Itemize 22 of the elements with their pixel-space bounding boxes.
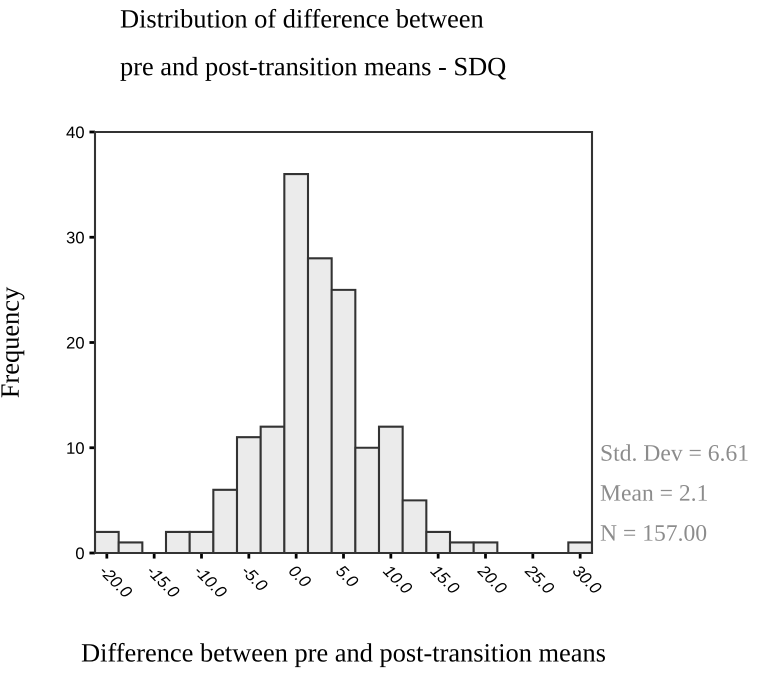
x-tick-label: 0.0 bbox=[288, 564, 312, 588]
text: N = 157.00 bbox=[600, 524, 706, 542]
text: Std. Dev = 6.61 bbox=[602, 444, 748, 462]
x-tick-label: 25.0 bbox=[524, 564, 556, 595]
x-tick-label: 15.0 bbox=[430, 564, 461, 595]
y-tick-label: 10 bbox=[67, 442, 84, 454]
text: Mean = 2.1 bbox=[600, 485, 707, 502]
y-axis-title: Frequency bbox=[1, 286, 24, 398]
x-tick-label: 10.0 bbox=[382, 564, 414, 595]
x-tick-label: -5.0 bbox=[240, 564, 269, 592]
y-tick-label: 20 bbox=[66, 336, 84, 349]
y-tick-label: 30 bbox=[66, 232, 84, 244]
x-tick-label: -10.0 bbox=[193, 564, 228, 599]
y-tick-label: 40 bbox=[66, 126, 84, 138]
y-tick-label: 0 bbox=[76, 547, 84, 560]
x-tick-label: -20.0 bbox=[98, 564, 134, 599]
x-tick-label: 20.0 bbox=[476, 564, 508, 595]
x-tick-label: 30.0 bbox=[572, 564, 603, 595]
x-tick-label: -15.0 bbox=[146, 564, 181, 599]
x-tick-label: 5.0 bbox=[335, 564, 360, 588]
chart-title: Distribution of difference between pre and post-transition means - SDQ bbox=[120, 8, 506, 81]
x-axis-title: Difference between pre and post-transition means bbox=[82, 642, 605, 668]
